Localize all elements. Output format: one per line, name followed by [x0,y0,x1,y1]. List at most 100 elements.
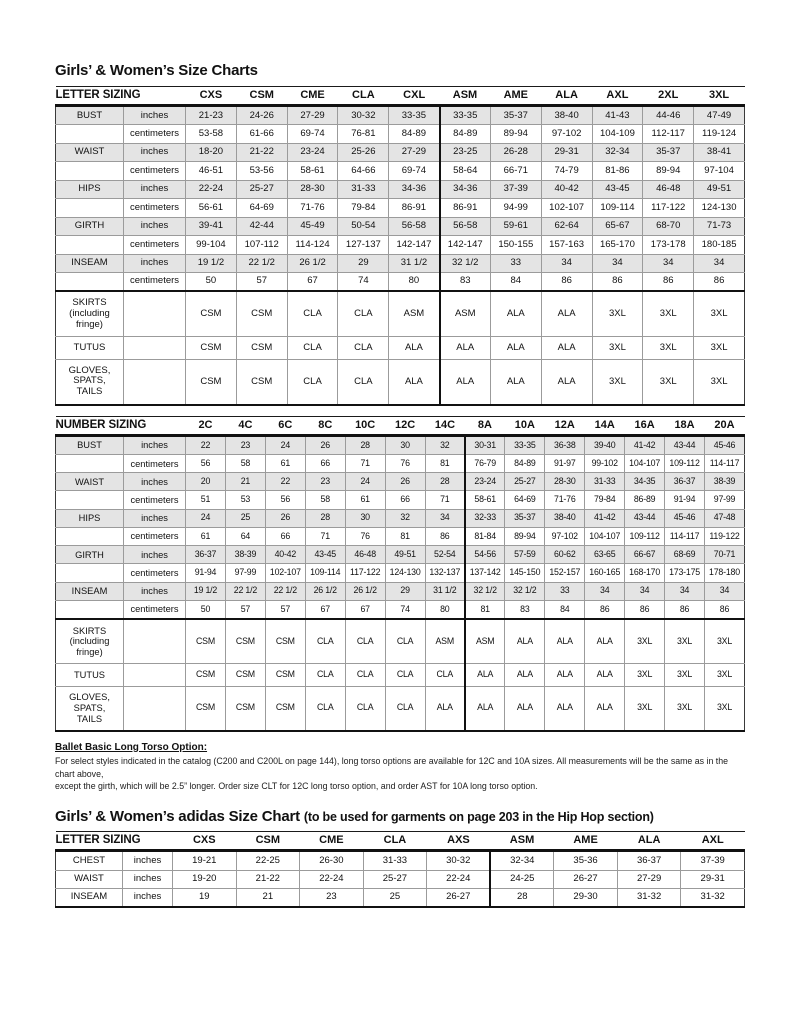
size-value: 28 [344,434,386,456]
column-header-ala: ALA [617,831,681,853]
garment-size-value: ALA [540,336,593,361]
garment-size-value: CSM [264,663,306,687]
adidas-title-suffix: (to be used for garments on page 203 in … [303,810,654,825]
garment-size-value: ALA [438,336,491,361]
garment-size-value: ALA [504,685,546,732]
column-header-cme: CME [287,86,338,107]
size-value: 64-69 [235,198,288,218]
size-value: 36-38 [544,434,586,456]
size-value: 35-36 [553,850,618,871]
size-value: 142-147 [438,235,491,255]
garment-row-unit-empty [122,663,187,687]
garment-row-label: GLOVES, SPATS, TAILS [55,685,124,732]
size-value: 26 [384,472,426,492]
size-value: 35-37 [504,508,546,528]
size-value: 50-54 [337,216,390,237]
size-value: 32-34 [591,142,644,163]
size-value: 104-107 [624,454,666,474]
row-label: INSEAM [55,887,123,909]
row-unit: centimeters [122,599,187,620]
adidas-letter-sizing-table: LETTER SIZING CXS CSM CME CLA AXS ASM AME ALA AXL… [55,831,745,909]
row-unit: inches [122,253,187,273]
size-value: 86 [584,599,626,620]
garment-size-value: CLA [424,663,466,687]
size-value: 53-58 [185,124,237,144]
garment-row-label: TUTUS [55,663,124,687]
size-value: 62-64 [540,216,593,237]
size-value: 117-122 [642,198,695,218]
size-value: 91-94 [185,563,226,583]
measurement-row: centimeters 51 53 56 58 61 66 71 58-61 64-69 71-76… [55,490,745,510]
garment-size-value: 3XL [704,618,745,665]
row-unit: centimeters [122,490,187,510]
row-unit: centimeters [122,161,187,181]
size-value: 19 1/2 [185,581,226,601]
size-value: 46-51 [185,161,237,181]
size-value: 26 1/2 [344,581,386,601]
size-value: 61-66 [235,124,288,144]
size-value: 86 [591,271,644,292]
size-value: 19 1/2 [185,253,237,273]
size-value: 86 [642,271,695,292]
size-value: 56 [185,454,226,474]
size-value: 38-40 [540,104,593,126]
size-value: 71-76 [544,490,586,510]
size-value: 68-69 [664,545,705,565]
garment-size-value: 3XL [591,290,644,338]
size-value: 64-66 [337,161,390,181]
size-value: 37-39 [489,179,542,200]
row-label [55,490,124,510]
garment-size-value: CLA [344,618,386,665]
garment-size-value: ALA [438,359,491,406]
column-header-12a: 12A [544,415,585,437]
column-header-csm: CSM [236,831,300,853]
number-sizing-table: NUMBER SIZING 2C 4C 6C 8C 10C 12C 14C 8A 10A 12A 14… [55,415,745,732]
garment-size-value: CSM [185,685,226,732]
size-value: 84-89 [504,454,546,474]
size-value: 104-109 [591,124,644,144]
garment-size-value: ALA [540,290,593,338]
column-header-14a: 14A [584,415,625,437]
size-value: 56-58 [388,216,441,237]
column-header-cla: CLA [363,831,427,853]
row-unit: centimeters [122,563,187,583]
measurement-row: INSEAM inches 19 21 23 25 26-27 28 29-30 31-32 31-… [55,887,745,909]
size-value: 80 [388,271,441,292]
garment-size-value: ALA [584,663,626,687]
size-value: 31-32 [680,887,745,909]
row-unit: inches [121,887,174,909]
garment-size-value: CSM [235,290,288,338]
garment-size-value: 3XL [704,663,745,687]
size-value: 18-20 [185,142,237,163]
size-value: 66 [304,454,346,474]
garment-size-value: ALA [463,685,506,732]
size-value: 89-94 [504,526,546,547]
size-value: 124-130 [693,198,745,218]
garment-row-unit-empty [122,359,187,406]
size-value: 61 [344,490,386,510]
size-value: 34 [693,253,745,273]
size-value: 56-58 [438,216,491,237]
garment-size-value: ALA [540,359,593,406]
size-value: 24-25 [489,869,555,889]
garment-size-value: CSM [185,290,237,338]
size-value: 89-94 [489,124,542,144]
size-value: 45-46 [704,434,745,456]
measurement-row: WAIST inches 18-20 21-22 23-24 25-26 27-29 23-2… [55,142,745,163]
size-value: 119-124 [693,124,745,144]
size-value: 86 [664,599,705,620]
size-value: 102-107 [264,563,306,583]
size-value: 84-89 [438,124,491,144]
garment-size-value: ASM [438,290,491,338]
size-value: 109-112 [664,454,705,474]
size-value: 64-69 [504,490,546,510]
size-value: 24 [264,434,306,456]
garment-size-value: ALA [489,359,542,406]
column-header-12c: 12C [385,415,426,437]
size-value: 178-180 [704,563,745,583]
size-value: 160-165 [584,563,626,583]
size-value: 25-27 [362,869,428,889]
size-value: 71-76 [286,198,339,218]
size-value: 114-124 [286,235,339,255]
size-value: 30 [384,434,426,456]
